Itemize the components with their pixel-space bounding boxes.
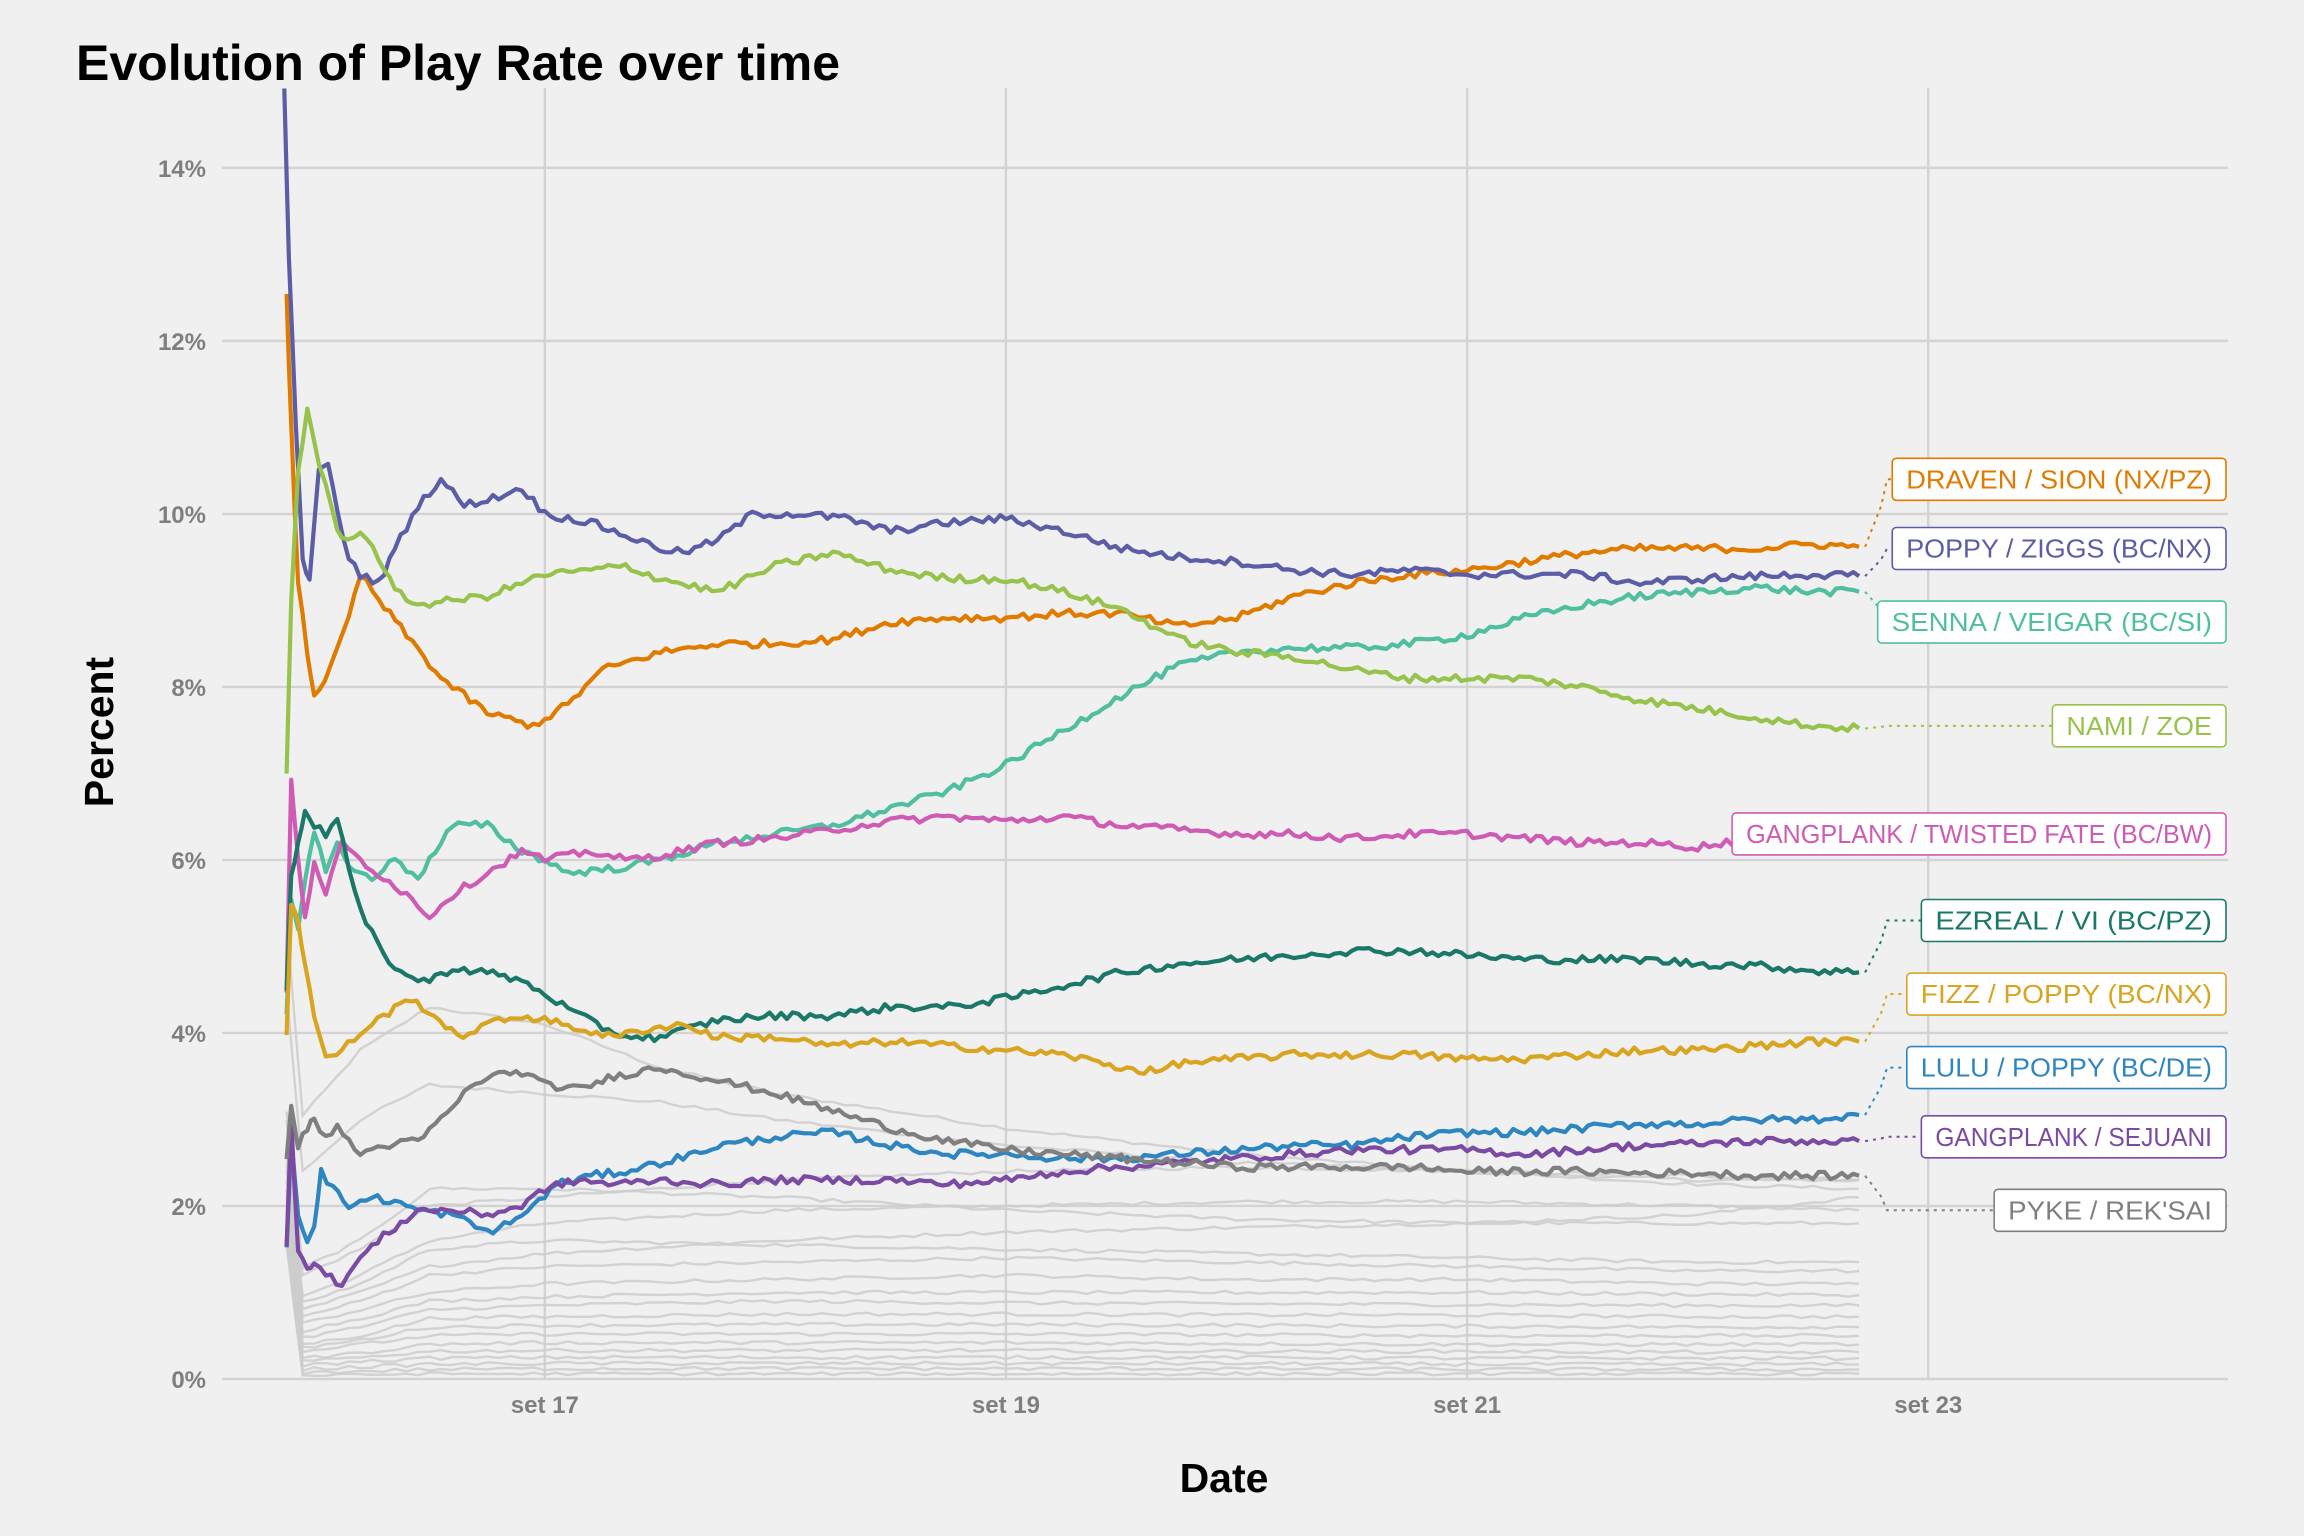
series-label-box xyxy=(2051,704,2227,748)
background-series-line xyxy=(285,1231,1860,1369)
series-label: POPPY / ZIGGS (BC/NX) xyxy=(1906,534,2212,564)
series-label-box xyxy=(1891,526,2227,571)
background-series-line xyxy=(285,1189,1860,1334)
x-tick-label: set 19 xyxy=(972,1392,1040,1419)
label-leader-line xyxy=(1864,993,1907,1043)
label-leader-line xyxy=(1864,547,1893,577)
series-label-box xyxy=(1906,972,2227,1016)
series-label-box xyxy=(1731,812,2227,856)
background-series-line xyxy=(285,1226,1860,1362)
background-series-line xyxy=(285,1154,1860,1303)
background-series-line xyxy=(285,1214,1860,1354)
highlighted-series xyxy=(282,88,1861,1288)
label-leader-line xyxy=(1864,724,2053,730)
y-tick-label: 8% xyxy=(171,675,206,702)
y-tick-label: 12% xyxy=(158,329,206,356)
series-label: GANGPLANK / TWISTED FATE (BC/BW) xyxy=(1746,819,2212,849)
background-series-line xyxy=(285,1224,1860,1360)
background-series-line xyxy=(285,1206,1860,1346)
y-tick-label: 0% xyxy=(171,1367,206,1394)
series-label-box xyxy=(1876,600,2227,644)
series-label: LULU / POPPY (BC/DE) xyxy=(1921,1053,2212,1083)
series-label: PYKE / REK'SAI xyxy=(2008,1195,2212,1225)
background-series-line xyxy=(285,919,1860,1183)
series-line xyxy=(284,1111,1860,1248)
background-series-line xyxy=(285,1179,1860,1325)
label-leader-line xyxy=(1864,1175,1995,1212)
series-label-box xyxy=(1891,457,2227,502)
y-tick-label: 10% xyxy=(158,502,206,529)
x-tick-label: set 23 xyxy=(1894,1392,1962,1419)
series-label: EZREAL / VI (BC/PZ) xyxy=(1935,905,2212,935)
background-series-line xyxy=(285,1196,1860,1339)
background-series-line xyxy=(285,1170,1860,1318)
series-line xyxy=(284,293,1860,730)
series-label-box xyxy=(1906,1045,2227,1090)
grid xyxy=(222,88,2228,1381)
label-leader-line xyxy=(1864,478,1893,548)
series-label-box xyxy=(1920,898,2227,943)
series-line xyxy=(284,777,1860,993)
series-line xyxy=(284,808,1860,1044)
x-axis-title: Date xyxy=(1180,1455,1269,1501)
background-series-line xyxy=(285,1164,1860,1311)
background-series-line xyxy=(285,1244,1860,1378)
series-label: SENNA / VEIGAR (BC/SI) xyxy=(1892,607,2212,637)
label-leader-line xyxy=(1864,919,1922,973)
background-series-line xyxy=(285,1144,1860,1298)
series-label: DRAVEN / SION (NX/PZ) xyxy=(1906,464,2212,494)
chart-title: Evolution of Play Rate over time xyxy=(76,35,840,91)
series-label-box xyxy=(1920,1114,2227,1159)
series-label: GANGPLANK / SEJUANI xyxy=(1935,1122,2212,1152)
y-tick-label: 4% xyxy=(171,1021,206,1048)
series-line xyxy=(284,1065,1860,1182)
series-label: NAMI / ZOE xyxy=(2066,711,2212,741)
series-line xyxy=(284,406,1861,774)
background-series-line xyxy=(285,1120,1860,1278)
background-series-line xyxy=(285,1111,1860,1270)
y-tick-label: 6% xyxy=(171,848,206,875)
series-line xyxy=(284,583,1860,1015)
x-tick-label: set 21 xyxy=(1433,1392,1501,1419)
axes: 0% 2% 4% 6% 8% 10% 12% 14% set 17 set 19 set 21 set… xyxy=(158,156,1962,1419)
y-tick-label: 14% xyxy=(158,156,206,183)
y-axis-title: Percent xyxy=(76,656,122,807)
background-series-line xyxy=(285,1210,1860,1349)
series-line xyxy=(282,88,1861,587)
series-line xyxy=(284,1116,1861,1288)
series-line xyxy=(284,902,1860,1076)
background-series-line xyxy=(285,1237,1860,1373)
series-label: FIZZ / POPPY (BC/NX) xyxy=(1921,979,2212,1009)
y-tick-label: 2% xyxy=(171,1194,206,1221)
series-labels: DRAVEN / SION (NX/PZ) POPPY / ZIGGS (BC/N… xyxy=(1731,457,2227,1233)
series-label-box xyxy=(1993,1188,2227,1233)
label-leader-line xyxy=(1864,1135,1922,1143)
label-leader-line xyxy=(1864,1066,1907,1116)
background-series-line xyxy=(285,1240,1860,1376)
x-tick-label: set 17 xyxy=(511,1392,579,1419)
